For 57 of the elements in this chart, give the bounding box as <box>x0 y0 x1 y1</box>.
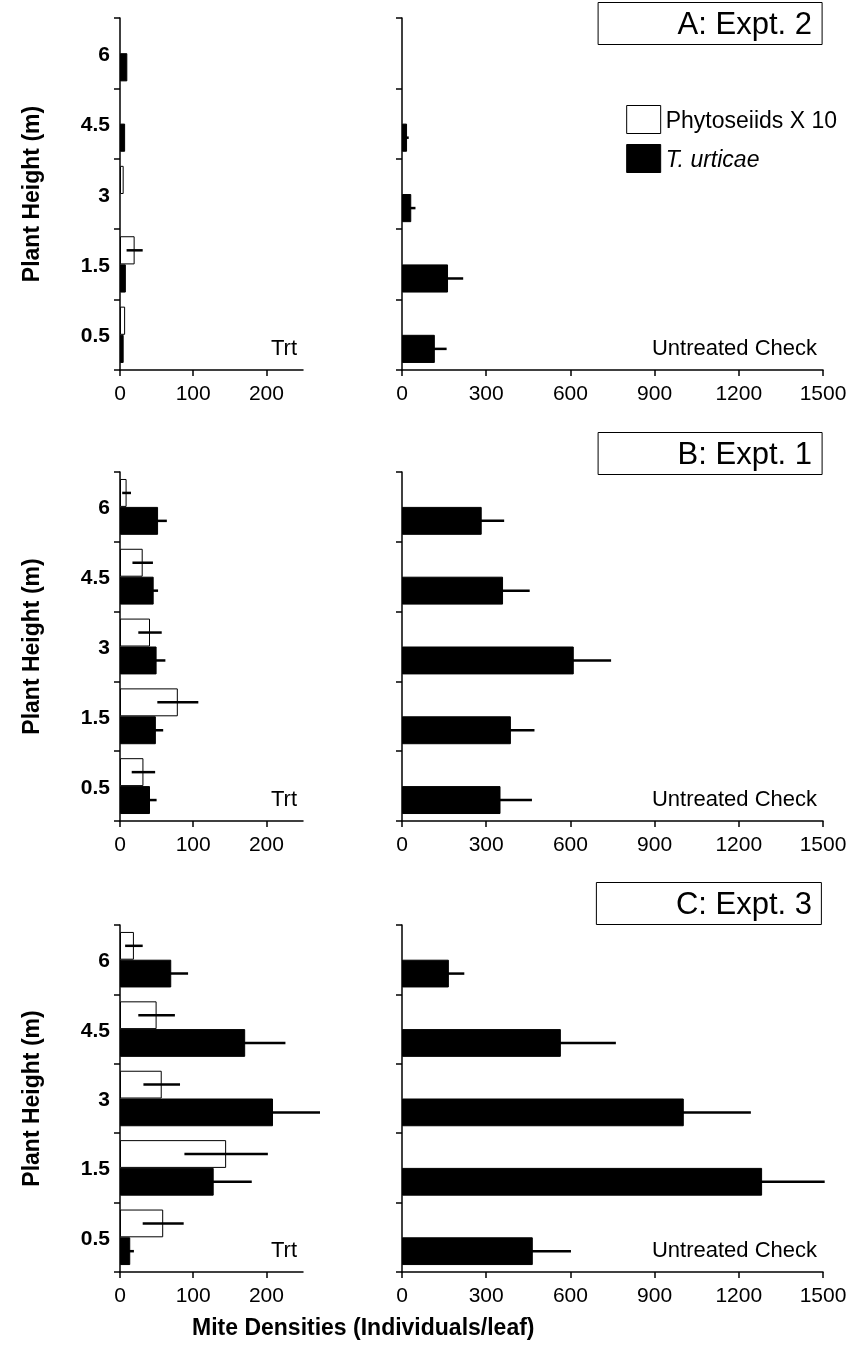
x-tick-label: 200 <box>248 1283 284 1306</box>
y-tick-label: 0.5 <box>80 323 111 347</box>
annotation: Trt <box>270 334 297 360</box>
x-tick-label: 1200 <box>715 381 763 404</box>
annotation: Trt <box>270 1236 297 1262</box>
annotation: Trt <box>270 785 297 811</box>
x-tick-label: 1500 <box>799 381 847 404</box>
annotation: Untreated Check <box>651 334 818 360</box>
chart-title: A: Expt. 2 <box>677 6 813 41</box>
x-tick-label: 100 <box>175 1283 211 1306</box>
y-tick-label: 3 <box>98 635 110 658</box>
x-tick-label: 600 <box>552 1283 588 1306</box>
y-tick-label: 1.5 <box>80 1156 111 1180</box>
x-tick-label: 600 <box>552 381 588 404</box>
y-tick-label: 6 <box>98 495 110 519</box>
x-tick-label: 1200 <box>715 1283 763 1306</box>
y-tick-label: 4.5 <box>80 565 111 589</box>
x-tick-label: 300 <box>468 832 504 855</box>
x-tick-label: 0 <box>114 1283 126 1306</box>
y-axis-title: Plant Height (m) <box>17 105 44 283</box>
y-tick-label: 0.5 <box>80 1225 111 1249</box>
y-tick-label: 1.5 <box>80 252 111 276</box>
y-tick-label: 3 <box>98 182 110 206</box>
x-tick-label: 300 <box>468 381 504 404</box>
x-tick-label: 200 <box>248 381 284 404</box>
x-tick-label: 200 <box>248 832 284 855</box>
legend-label: T. urticae <box>665 145 760 172</box>
x-tick-label: 100 <box>175 381 211 404</box>
chart-title: B: Expt. 1 <box>677 436 813 471</box>
x-tick-label: 1500 <box>799 832 847 855</box>
x-tick-label: 100 <box>175 832 211 855</box>
y-axis-title: Plant Height (m) <box>17 1010 44 1187</box>
y-axis-title: Plant Height (m) <box>17 558 44 735</box>
x-tick-label: 1500 <box>799 1283 847 1306</box>
y-tick-label: 1.5 <box>80 704 111 728</box>
y-tick-label: 6 <box>98 948 110 972</box>
x-tick-label: 0 <box>114 381 126 404</box>
annotation: Untreated Check <box>651 1236 818 1262</box>
x-axis-title: Mite Densities (Individuals/leaf) <box>192 1313 535 1340</box>
chart-title: C: Expt. 3 <box>675 886 812 921</box>
annotation: Untreated Check <box>651 785 818 811</box>
x-tick-label: 900 <box>637 1283 673 1306</box>
y-tick-label: 0.5 <box>80 774 111 798</box>
x-tick-label: 1200 <box>715 832 763 855</box>
y-tick-label: 6 <box>98 41 110 65</box>
y-tick-label: 3 <box>98 1087 110 1110</box>
legend-label: Phytoseiids X 10 <box>665 106 838 133</box>
x-tick-label: 0 <box>396 832 408 855</box>
y-tick-label: 4.5 <box>80 1017 111 1041</box>
x-tick-label: 900 <box>637 381 673 404</box>
x-tick-label: 0 <box>396 381 408 404</box>
x-tick-label: 0 <box>396 1283 408 1306</box>
x-tick-label: 900 <box>637 832 673 855</box>
x-tick-label: 300 <box>468 1283 504 1306</box>
x-tick-label: 600 <box>552 832 588 855</box>
x-tick-label: 0 <box>114 832 126 855</box>
y-tick-label: 4.5 <box>80 112 111 136</box>
